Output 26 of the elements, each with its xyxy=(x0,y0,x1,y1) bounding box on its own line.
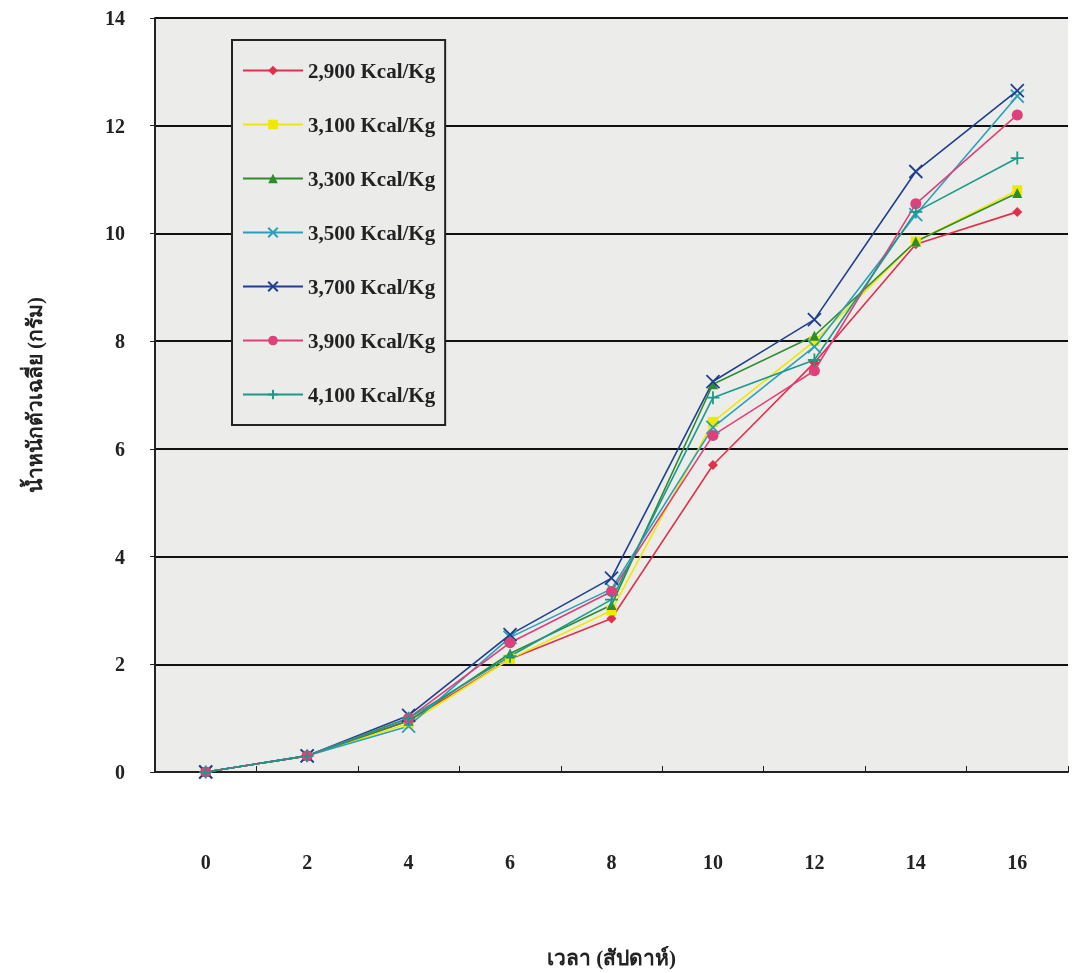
x-tick-label: 4 xyxy=(403,851,414,873)
x-tick-label: 16 xyxy=(1007,851,1028,873)
x-tick-label: 2 xyxy=(302,851,313,873)
y-tick-label: 0 xyxy=(115,761,125,783)
x-tick-label: 10 xyxy=(702,851,723,873)
y-tick-label: 4 xyxy=(115,545,125,568)
x-tick-label: 0 xyxy=(200,851,211,873)
y-tick-label: 2 xyxy=(115,653,125,676)
y-tick-label: 8 xyxy=(115,330,125,353)
x-tick-label: 14 xyxy=(905,851,926,873)
legend-label: 3,900 Kcal/Kg xyxy=(308,328,436,353)
y-tick-label: 10 xyxy=(105,222,125,245)
y-tick-label: 14 xyxy=(105,7,125,29)
legend-label: 4,100 Kcal/Kg xyxy=(308,382,436,407)
y-tick-label: 6 xyxy=(115,437,125,460)
legend-label: 3,300 Kcal/Kg xyxy=(308,166,436,191)
x-tick-label: 12 xyxy=(804,851,825,873)
legend-label: 3,500 Kcal/Kg xyxy=(308,220,436,245)
y-axis-title: น้ำหนักตัวเฉลี่ย (กรัม) xyxy=(18,296,47,494)
x-tick-label: 6 xyxy=(505,851,516,873)
x-tick-label: 8 xyxy=(606,851,617,873)
legend-label: 2,900 Kcal/Kg xyxy=(308,58,436,83)
legend-label: 3,100 Kcal/Kg xyxy=(308,112,436,137)
legend-label: 3,700 Kcal/Kg xyxy=(308,274,436,299)
x-axis-title: เวลา (สัปดาห์) xyxy=(546,945,677,970)
y-tick-label: 12 xyxy=(105,114,125,137)
